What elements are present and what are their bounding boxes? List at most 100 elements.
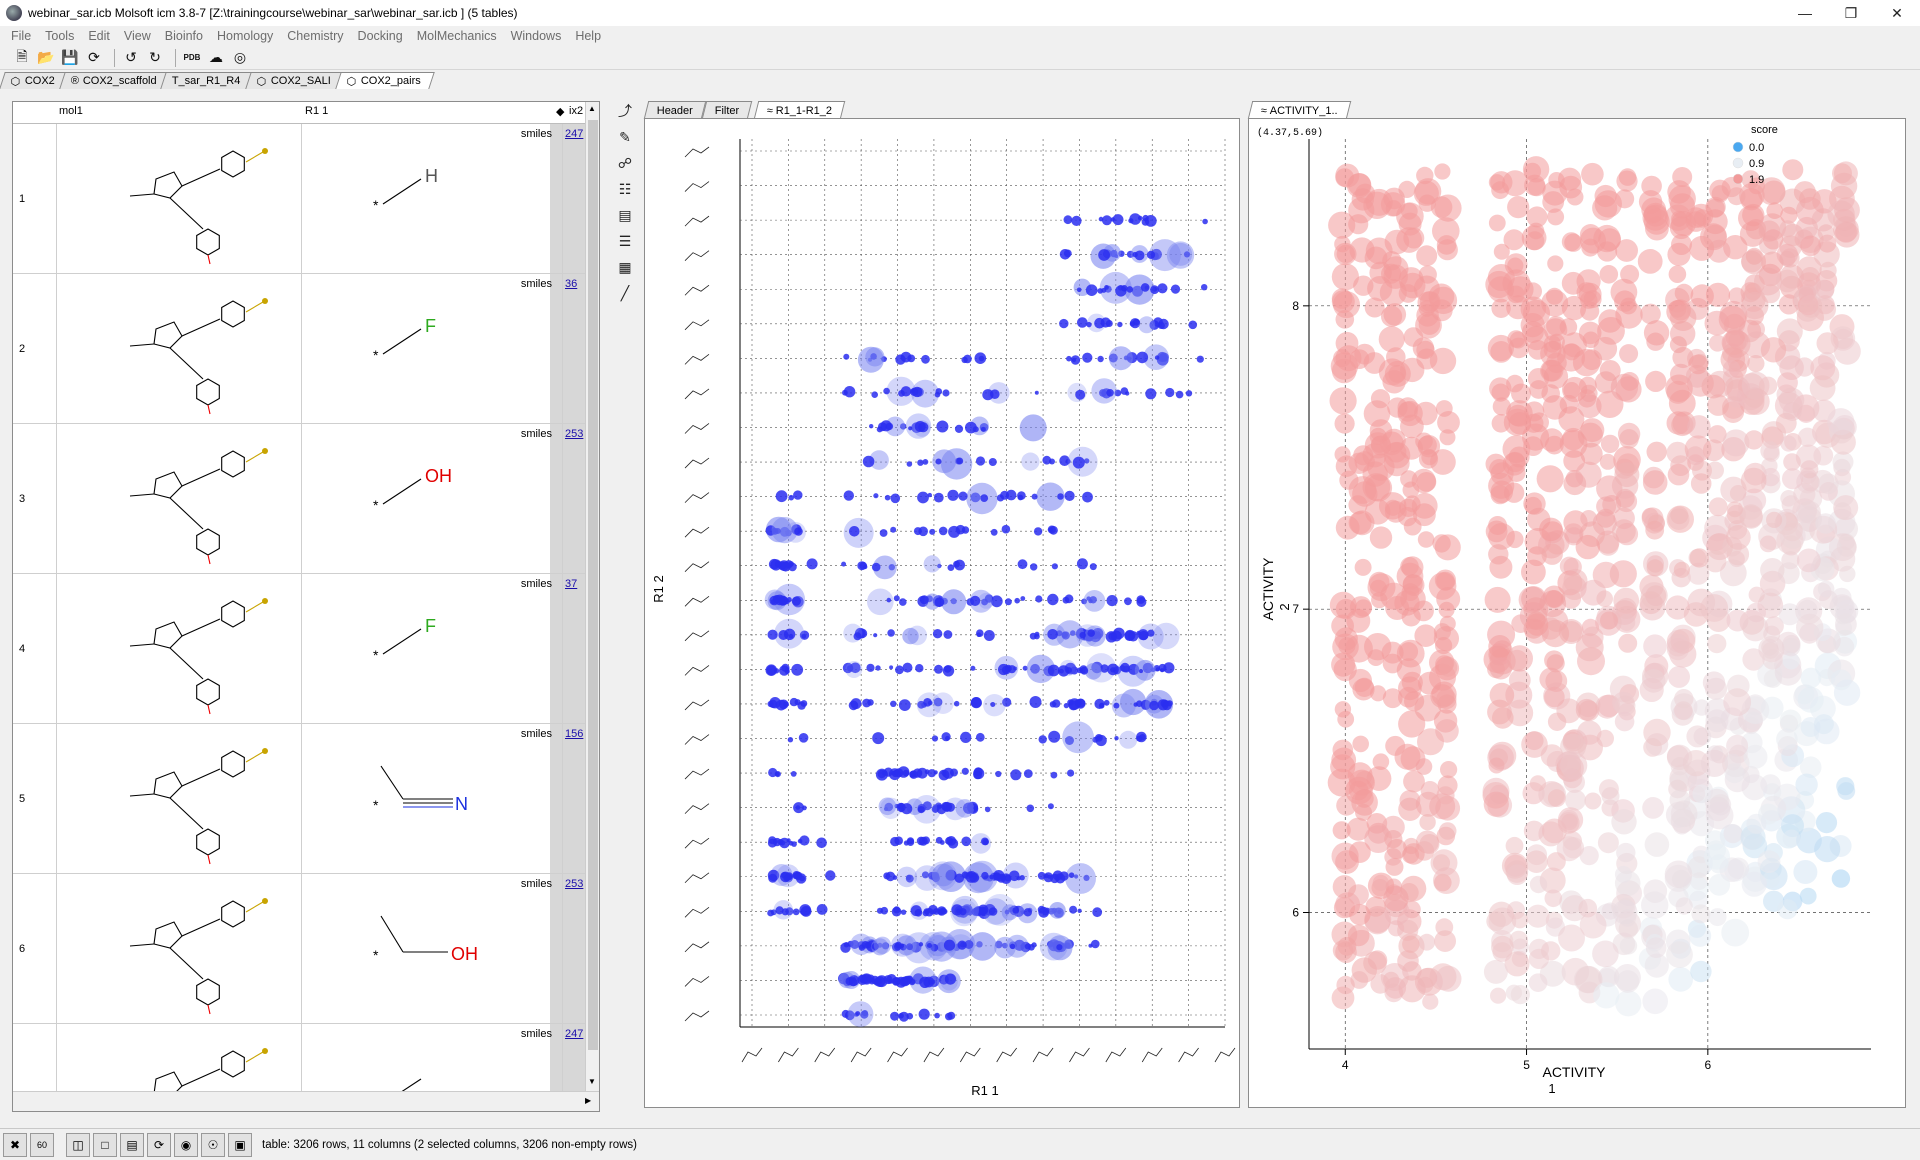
activity-point [1776,527,1804,555]
r1-structure[interactable]: smiles * [303,1024,563,1091]
menu-molmechanics[interactable]: MolMechanics [416,29,497,43]
activity-scatter-plot[interactable]: (4.37,5.69) 4 5 6 6 7 8 ACTIVITY 1 ACTIVITY 2… [1249,119,1905,1107]
rotate-icon[interactable]: ⟳ [147,1132,171,1157]
tab-filter[interactable]: Filter [701,101,753,119]
activity-point [1599,453,1616,470]
list-view-icon[interactable]: ☰ [618,232,632,249]
eye-icon[interactable]: ☉ [201,1132,225,1157]
table-row[interactable]: 1 smiles * H 247 [13,124,599,274]
vertical-scrollbar[interactable]: ▲ ▼ [585,102,599,1091]
menu-help[interactable]: Help [575,29,602,43]
table-row[interactable]: 6 smiles * OH 253 [13,874,599,1024]
table-row[interactable]: 4 smiles * F 37 [13,574,599,724]
plot-icon[interactable]: ╱ [620,284,630,301]
camera-icon[interactable]: ◉ [174,1132,198,1157]
molecule-structure[interactable] [58,574,302,723]
menu-view[interactable]: View [123,29,151,43]
tab-cox2-scaffold[interactable]: ® COX2_scaffold [58,72,171,89]
r1-structure[interactable]: smiles * N [303,724,563,873]
tab-t-sar-r1-r4[interactable]: T_sar_R1_R4 [160,72,255,89]
tab-cox2[interactable]: ⬡ COX2 [0,72,69,89]
column-header-mol[interactable]: mol1 [59,105,83,117]
tab-activity-plot[interactable]: ≈ ACTIVITY_1.. [1247,101,1352,119]
redo-icon[interactable]: ↻ [149,49,161,65]
activity-point [1540,428,1564,452]
menu-chemistry[interactable]: Chemistry [287,29,344,43]
r1-structure[interactable]: smiles * H [303,124,563,273]
molecule-structure[interactable] [58,724,302,873]
undo-icon[interactable]: ↺ [125,49,137,65]
open-folder-icon[interactable]: 📂 [37,49,55,65]
index-link[interactable]: 253 [565,428,584,440]
scroll-right-icon[interactable]: ▶ [585,1096,592,1105]
column-header-r1[interactable]: R1 1 [305,105,329,117]
r1-structure[interactable]: smiles * F [303,274,563,423]
tab-cox2-pairs[interactable]: ⬡ COX2_pairs [334,72,434,89]
activity-point [1642,797,1664,819]
save-icon[interactable]: 💾 [61,49,79,65]
stop-icon[interactable]: ✖ [3,1132,27,1157]
menu-tools[interactable]: Tools [45,29,75,43]
menu-homology[interactable]: Homology [217,29,274,43]
tab-label: ACTIVITY_1.. [1269,104,1338,117]
r1-structure[interactable]: smiles * OH [303,424,563,573]
movie-camera-icon[interactable]: ▣ [228,1132,252,1157]
scroll-up-icon[interactable]: ▲ [588,104,596,113]
refresh-icon[interactable]: ⟳ [88,49,100,65]
pair-point [1099,389,1107,397]
pair-point [871,391,878,399]
blank-panel-icon[interactable]: □ [93,1132,117,1157]
speed-icon[interactable]: 60 [30,1132,54,1157]
menu-bioinfo[interactable]: Bioinfo [164,29,203,43]
grid-view-icon[interactable]: ▦ [618,258,632,275]
molecule-structure[interactable] [58,124,302,273]
minimize-button[interactable]: — [1798,5,1812,21]
close-button[interactable]: ✕ [1891,4,1903,21]
pair-point [1063,215,1073,225]
scroll-down-icon[interactable]: ▼ [588,1077,596,1086]
menu-docking[interactable]: Docking [357,29,403,43]
index-link[interactable]: 247 [565,128,584,140]
structure-drawing [129,748,268,865]
menu-edit[interactable]: Edit [88,29,110,43]
document-icon[interactable]: ▤ [120,1132,144,1157]
pair-point [1076,287,1082,293]
r1-structure[interactable]: smiles * F [303,574,563,723]
molecule-structure[interactable] [58,274,302,423]
scroll-thumb[interactable] [588,120,598,1050]
panel-layout-icon[interactable]: ◫ [66,1132,90,1157]
r1-structure[interactable]: smiles * OH [303,874,563,1023]
tree-icon[interactable]: ☷ [618,180,632,197]
cloud-download-icon[interactable]: ☁ [209,49,223,65]
new-file-icon[interactable]: 🗎 [16,47,28,64]
tab-header[interactable]: Header [643,101,707,119]
maximize-button[interactable]: ❐ [1844,4,1858,21]
table-row[interactable]: 5 smiles * N 156 [13,724,599,874]
molecule-structure[interactable] [58,874,302,1023]
index-link[interactable]: 37 [565,578,578,590]
index-link[interactable]: 156 [565,728,584,740]
horizontal-scrollbar[interactable]: ▶ [13,1091,599,1111]
index-link[interactable]: 247 [565,1028,584,1040]
pdb-icon[interactable]: PDB [183,53,201,62]
form-view-icon[interactable]: ▤ [618,206,632,223]
r1-pairs-scatter-plot[interactable]: R1 1 R1 2 [645,119,1239,1107]
pencil-icon[interactable]: ✎ [619,128,631,145]
pair-point [930,943,939,952]
sort-icon[interactable]: ◆ [556,106,565,118]
molecule-structure[interactable] [58,424,302,573]
index-link[interactable]: 36 [565,278,578,290]
table-row[interactable]: 7 smiles * 247 [13,1024,599,1091]
molecule-structure[interactable] [58,1024,302,1091]
column-header-idx[interactable]: ix2 [569,105,584,117]
menu-file[interactable]: File [11,29,32,43]
chart-circle-icon[interactable]: ◎ [233,49,247,65]
pointer-icon[interactable]: ⤴ [618,103,632,119]
table-row[interactable]: 3 smiles * OH 253 [13,424,599,574]
table-row[interactable]: 2 smiles * F 36 [13,274,599,424]
tab-cox2-sali[interactable]: ⬡ COX2_SALI [245,72,345,89]
index-link[interactable]: 253 [565,878,584,890]
binoculars-icon[interactable]: ☍ [617,154,633,171]
tab-r1-pairs-plot[interactable]: ≈ R1_1-R1_2 [753,101,846,119]
menu-windows[interactable]: Windows [510,29,562,43]
